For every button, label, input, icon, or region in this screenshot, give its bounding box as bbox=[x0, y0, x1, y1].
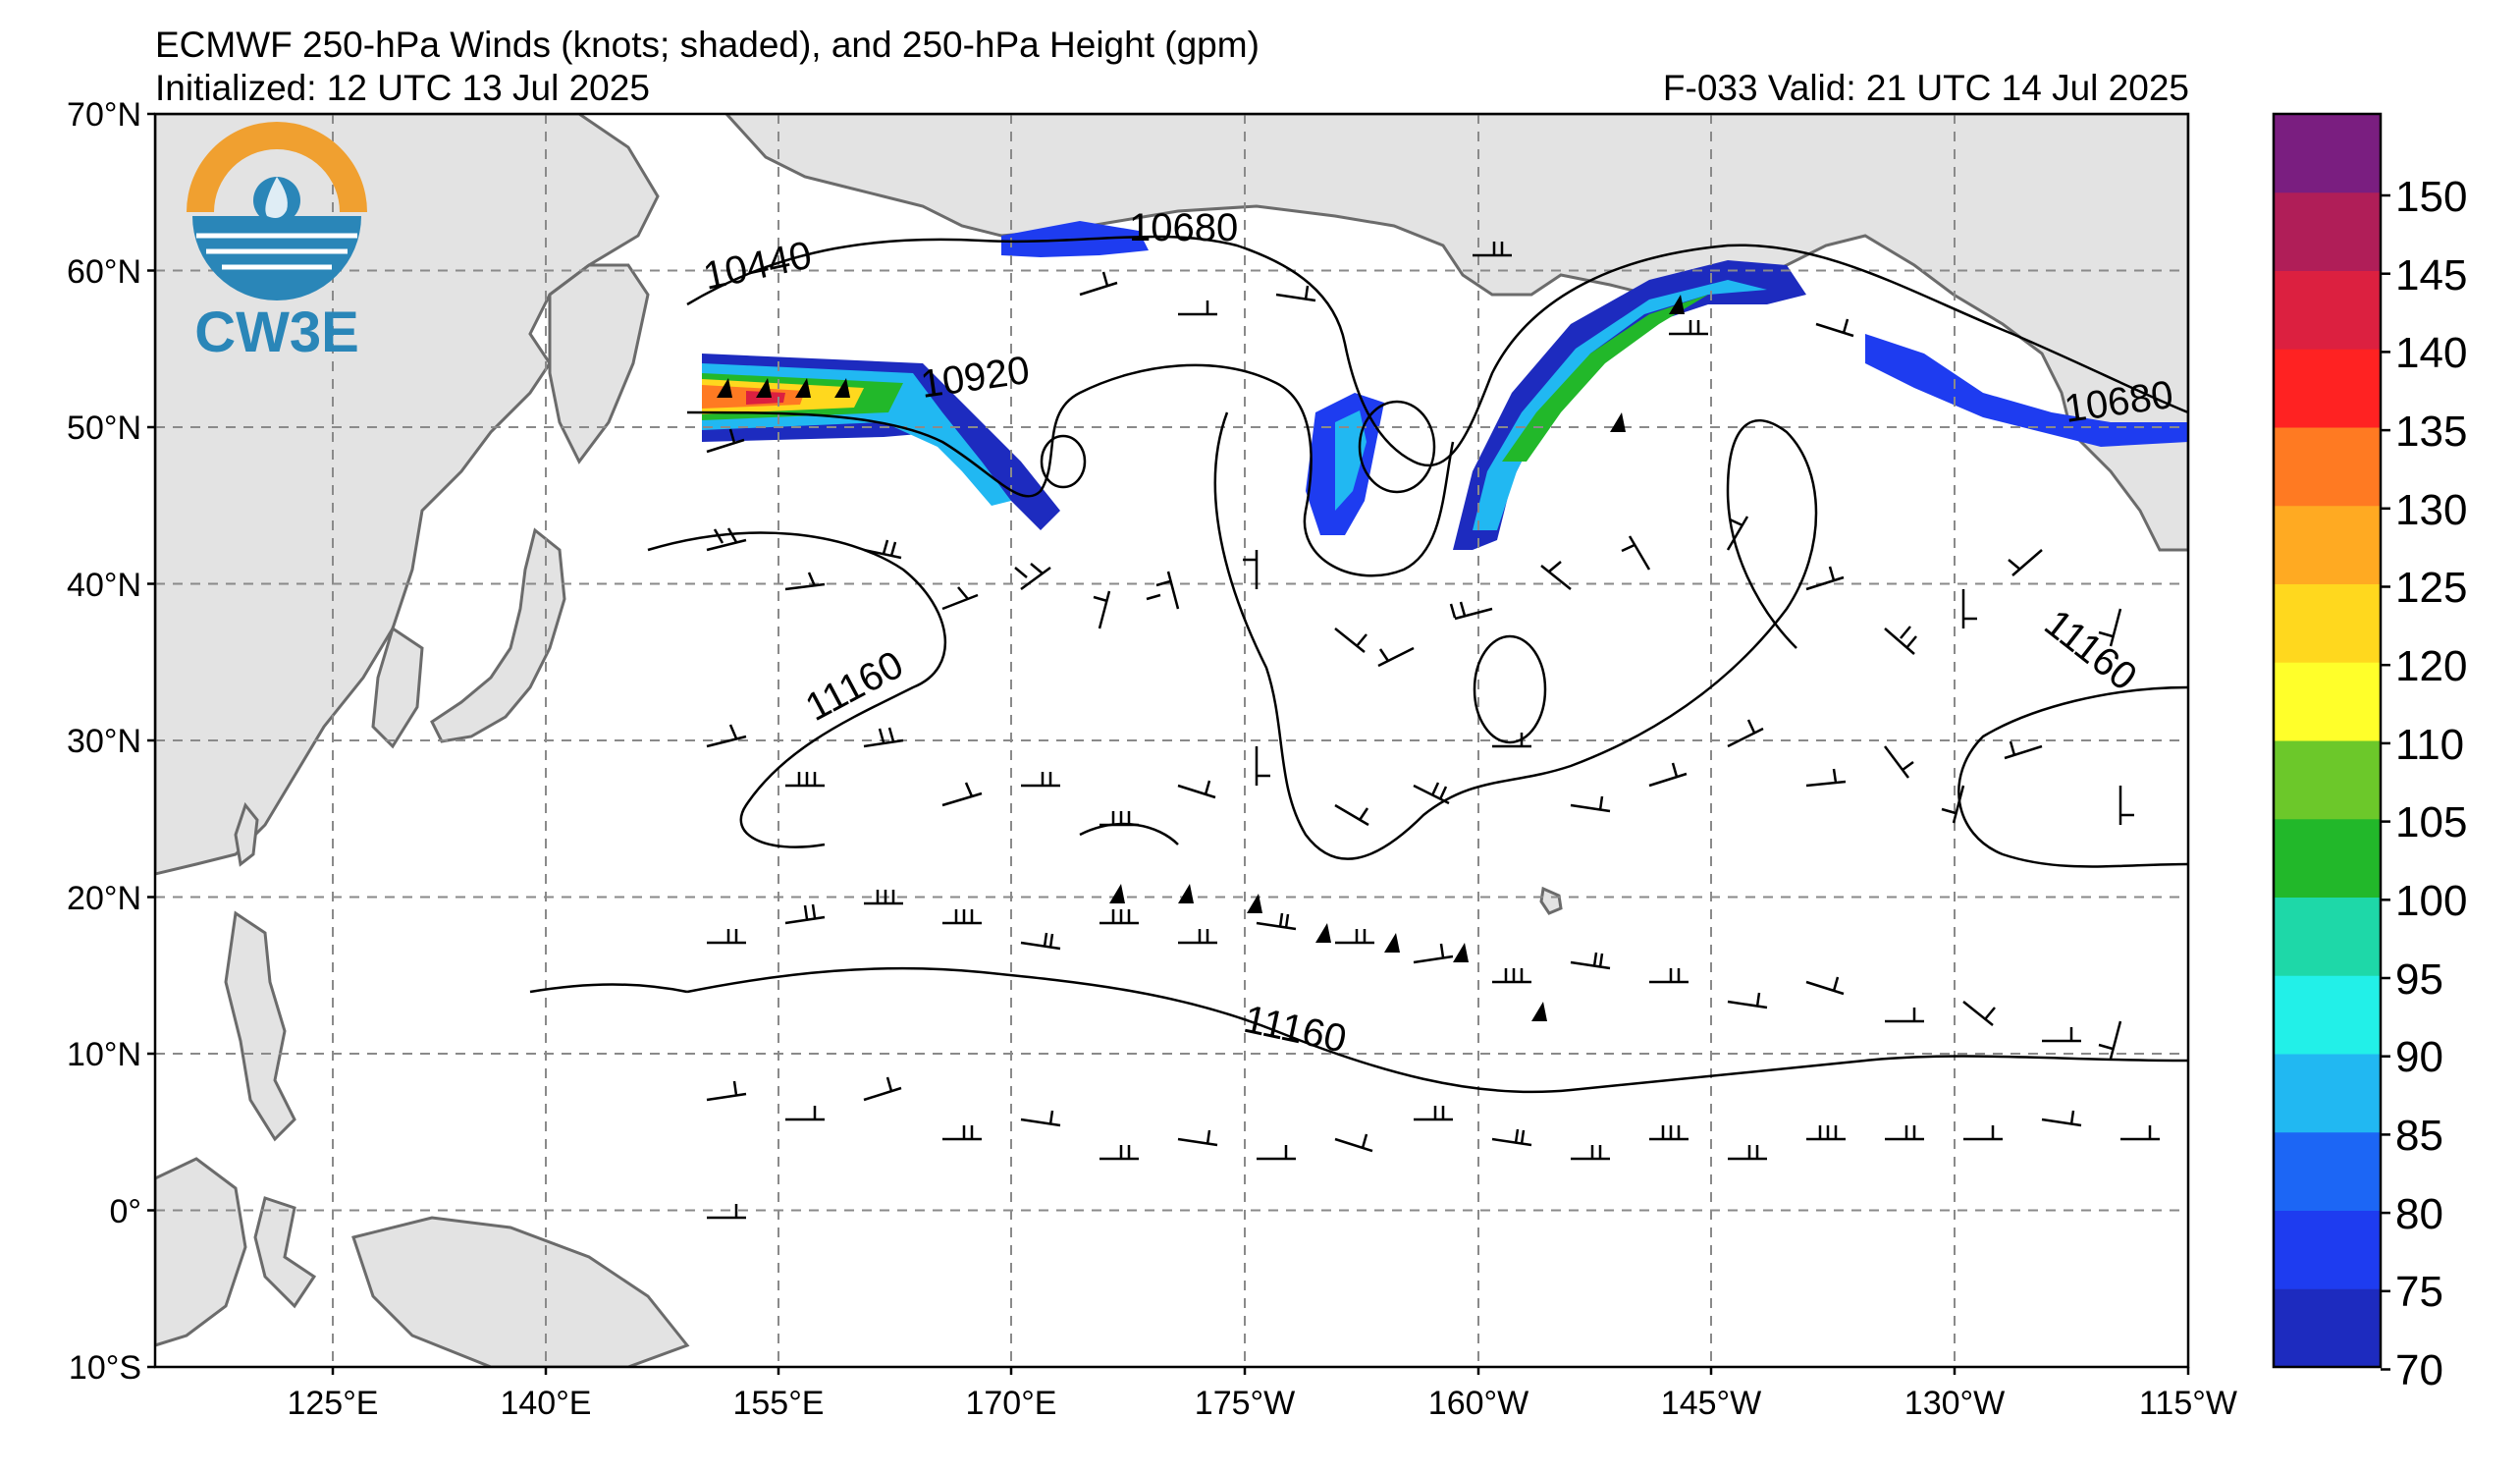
colorbar-swatch bbox=[2274, 114, 2381, 193]
korea-landmass bbox=[371, 626, 424, 749]
graticule bbox=[155, 114, 2188, 1367]
lat-ticks bbox=[147, 112, 155, 1369]
wind-pennants bbox=[717, 295, 1685, 1021]
colorbar-swatch bbox=[2274, 1131, 2381, 1211]
lat-label: 40°N bbox=[67, 567, 141, 604]
colorbar-swatch bbox=[2274, 1054, 2381, 1133]
map-title: ECMWF 250-hPa Winds (knots; shaded), and… bbox=[155, 25, 1260, 65]
new-guinea-landmass bbox=[351, 1216, 690, 1367]
colorbar-label: 85 bbox=[2395, 1112, 2443, 1160]
taiwan-landmass bbox=[234, 801, 259, 867]
lat-label: 60°N bbox=[67, 253, 141, 291]
lat-label: 10°S bbox=[69, 1349, 141, 1387]
colorbar-swatch bbox=[2274, 583, 2381, 663]
lat-label: 20°N bbox=[67, 880, 141, 917]
cw3e-logo: CW3E bbox=[187, 122, 367, 364]
colorbar-label: 125 bbox=[2395, 564, 2467, 612]
logo-ring bbox=[187, 122, 367, 212]
colorbar-label: 145 bbox=[2395, 251, 2467, 300]
lon-label: 155°E bbox=[732, 1385, 824, 1422]
colorbar-swatch bbox=[2274, 740, 2381, 820]
latitude-labels: 70°N 60°N 50°N 40°N 30°N 20°N 10°N 0° 10… bbox=[67, 96, 141, 1387]
lat-label: 30°N bbox=[67, 723, 141, 760]
lon-label: 125°E bbox=[287, 1385, 378, 1422]
colorbar-swatch bbox=[2274, 818, 2381, 898]
lon-label: 170°E bbox=[965, 1385, 1056, 1422]
philippines-landmass bbox=[224, 910, 296, 1142]
hawaii-landmass bbox=[1539, 886, 1563, 915]
colorbar-swatch bbox=[2274, 349, 2381, 428]
colorbar-swatch bbox=[2274, 897, 2381, 976]
lat-label: 50°N bbox=[67, 409, 141, 447]
colorbar-frame bbox=[2272, 112, 2383, 1369]
lon-ticks bbox=[331, 1367, 2190, 1375]
colorbar-label: 135 bbox=[2395, 408, 2467, 456]
initialized-time: Initialized: 12 UTC 13 Jul 2025 bbox=[155, 68, 650, 108]
colorbar-swatch bbox=[2274, 270, 2381, 350]
colorbar-swatch bbox=[2274, 1288, 2381, 1368]
lat-label: 0° bbox=[109, 1193, 141, 1230]
colorbar-label: 110 bbox=[2395, 721, 2464, 769]
longitude-labels: 125°E 140°E 155°E 170°E 175°W 160°W 145°… bbox=[287, 1385, 2236, 1422]
colorbar-label: 80 bbox=[2395, 1190, 2443, 1238]
colorbar-labels: 150 145 140 135 130 125 120 110 105 100 … bbox=[2395, 173, 2467, 1394]
colorbar-swatch bbox=[2274, 191, 2381, 271]
wind-barbs bbox=[706, 242, 2160, 1220]
colorbar-label: 95 bbox=[2395, 955, 2443, 1004]
lon-label: 140°E bbox=[500, 1385, 591, 1422]
colorbar-label: 90 bbox=[2395, 1033, 2443, 1081]
lon-label: 130°W bbox=[1904, 1385, 2005, 1422]
sulawesi-landmass bbox=[253, 1196, 317, 1309]
colorbar-swatch bbox=[2274, 975, 2381, 1055]
colorbar-label: 70 bbox=[2395, 1346, 2443, 1394]
colorbar-swatch bbox=[2274, 662, 2381, 741]
colorbar-label: 105 bbox=[2395, 798, 2467, 846]
colorbar-label: 75 bbox=[2395, 1268, 2443, 1316]
colorbar-swatch bbox=[2274, 505, 2381, 584]
lon-label: 115°W bbox=[2139, 1385, 2237, 1422]
lat-label: 70°N bbox=[67, 96, 141, 134]
lon-label: 175°W bbox=[1195, 1385, 1295, 1422]
lon-label: 145°W bbox=[1661, 1385, 1761, 1422]
lon-label: 160°W bbox=[1428, 1385, 1528, 1422]
lightning-icon bbox=[265, 177, 288, 218]
colorbar-label: 120 bbox=[2395, 642, 2467, 690]
colorbar bbox=[2272, 112, 2390, 1371]
valid-time: F-033 Valid: 21 UTC 14 Jul 2025 bbox=[1662, 68, 2189, 108]
borneo-landmass bbox=[155, 1157, 247, 1347]
height-contours bbox=[529, 235, 2188, 1094]
contour-label-10680: 10680 bbox=[1129, 206, 1238, 249]
kamchatka-landmass bbox=[548, 263, 650, 464]
colorbar-label: 100 bbox=[2395, 877, 2467, 925]
lat-label: 10°N bbox=[67, 1036, 141, 1073]
colorbar-label: 130 bbox=[2395, 486, 2467, 534]
colorbar-label: 140 bbox=[2395, 329, 2467, 377]
colorbar-swatch bbox=[2274, 427, 2381, 507]
logo-text: CW3E bbox=[194, 300, 359, 364]
colorbar-swatch bbox=[2274, 1210, 2381, 1289]
logo-wave-lines bbox=[196, 233, 357, 270]
colorbar-label: 150 bbox=[2395, 173, 2467, 221]
